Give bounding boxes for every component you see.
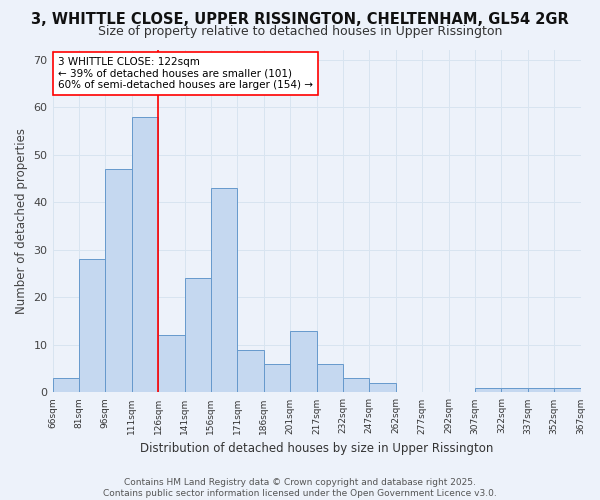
Bar xyxy=(211,188,238,392)
Bar xyxy=(317,364,343,392)
Bar xyxy=(502,388,528,392)
Bar xyxy=(528,388,554,392)
Bar xyxy=(343,378,370,392)
Bar xyxy=(238,350,264,393)
Bar xyxy=(475,388,502,392)
Bar xyxy=(53,378,79,392)
Text: 3, WHITTLE CLOSE, UPPER RISSINGTON, CHELTENHAM, GL54 2GR: 3, WHITTLE CLOSE, UPPER RISSINGTON, CHEL… xyxy=(31,12,569,28)
Bar xyxy=(290,330,317,392)
Bar xyxy=(132,116,158,392)
Bar xyxy=(185,278,211,392)
Bar xyxy=(158,336,185,392)
Text: Contains HM Land Registry data © Crown copyright and database right 2025.
Contai: Contains HM Land Registry data © Crown c… xyxy=(103,478,497,498)
Y-axis label: Number of detached properties: Number of detached properties xyxy=(15,128,28,314)
Bar xyxy=(554,388,581,392)
Text: Size of property relative to detached houses in Upper Rissington: Size of property relative to detached ho… xyxy=(98,25,502,38)
Bar xyxy=(264,364,290,392)
Bar xyxy=(370,383,396,392)
Bar xyxy=(79,260,106,392)
Bar xyxy=(106,169,132,392)
Text: 3 WHITTLE CLOSE: 122sqm
← 39% of detached houses are smaller (101)
60% of semi-d: 3 WHITTLE CLOSE: 122sqm ← 39% of detache… xyxy=(58,57,313,90)
X-axis label: Distribution of detached houses by size in Upper Rissington: Distribution of detached houses by size … xyxy=(140,442,493,455)
